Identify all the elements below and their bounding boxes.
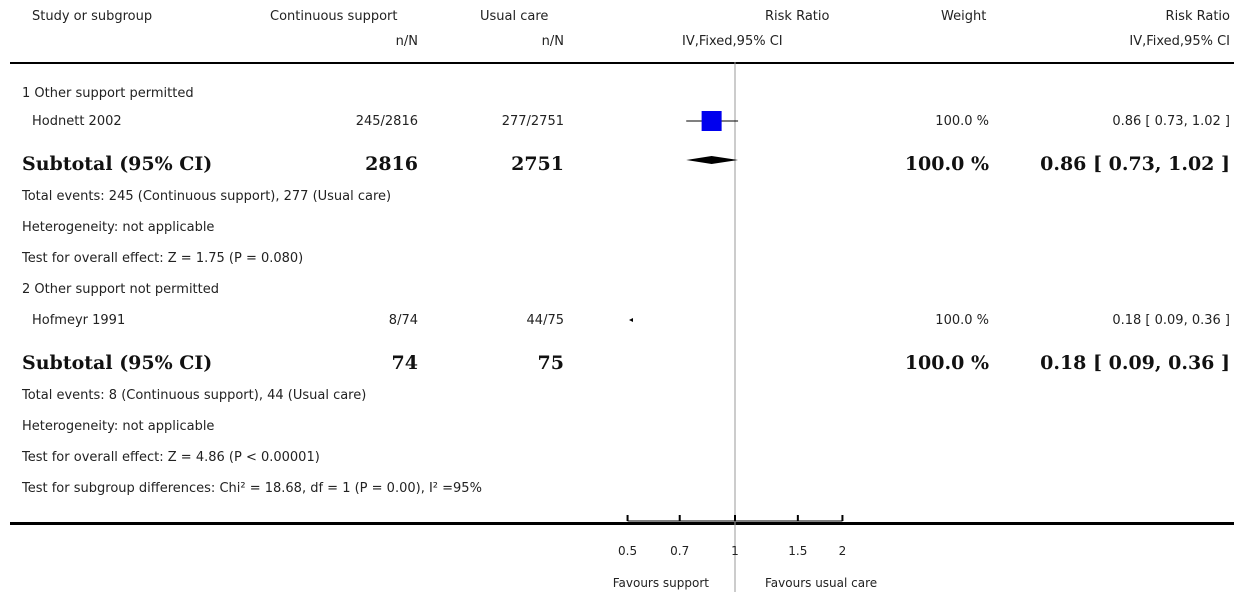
study-hodnett-g1: 245/2816 — [355, 114, 418, 129]
subtotal-2-ci: 0.18 [ 0.09, 0.36 ] — [1040, 352, 1230, 374]
subtotal-1-weight: 100.0 % — [904, 153, 989, 175]
study-hodnett-ci: 0.86 [ 0.73, 1.02 ] — [1112, 114, 1230, 129]
header-g1-nN: n/N — [395, 34, 418, 49]
subgroup-differences-test: Test for subgroup differences: Chi² = 18… — [22, 481, 482, 496]
subgroup-1-note-overall-effect: Test for overall effect: Z = 1.75 (P = 0… — [22, 251, 304, 266]
bottom-rule — [10, 522, 1234, 525]
subtotal-1-ci: 0.86 [ 0.73, 1.02 ] — [1040, 153, 1230, 175]
header-study: Study or subgroup — [32, 9, 153, 24]
subtotal-2-g1: 74 — [391, 352, 418, 374]
header-weight: Weight — [941, 9, 987, 24]
x-axis-tick-label: 2 — [839, 544, 847, 558]
subgroup-2-note-overall-effect: Test for overall effect: Z = 4.86 (P < 0… — [22, 450, 320, 465]
study-hodnett-name: Hodnett 2002 — [32, 114, 122, 129]
subtotal-1-g1: 2816 — [365, 153, 418, 175]
header-usual-care: Usual care — [480, 9, 549, 24]
x-axis-tick-label: 0.7 — [670, 544, 689, 558]
subtotal-1-g2: 2751 — [511, 153, 564, 175]
header-g2-nN: n/N — [541, 34, 564, 49]
subgroup-1-note-events: Total events: 245 (Continuous support), … — [22, 189, 392, 204]
header-rule — [10, 62, 1234, 64]
header-continuous-support: Continuous support — [270, 9, 398, 24]
subgroup-2-note-heterogeneity: Heterogeneity: not applicable — [22, 419, 215, 434]
header-ci-method: IV,Fixed,95% CI — [1129, 34, 1230, 49]
favours-left-label: Favours support — [612, 576, 709, 590]
study-hodnett-weight: 100.0 % — [935, 114, 989, 129]
study-hodnett-g2: 277/2751 — [501, 114, 564, 129]
x-axis-tick-label: 1 — [731, 544, 739, 558]
subgroup-1-label: 1 Other support permitted — [22, 86, 194, 101]
header-risk-ratio-ci: Risk Ratio — [1165, 9, 1230, 24]
subtotal-2-label: Subtotal (95% CI) — [22, 352, 213, 374]
subgroup-1-note-heterogeneity: Heterogeneity: not applicable — [22, 220, 215, 235]
study-hofmeyr-ci: 0.18 [ 0.09, 0.36 ] — [1112, 313, 1230, 328]
study-hofmeyr-g2: 44/75 — [526, 313, 564, 328]
header-plot-method: IV,Fixed,95% CI — [682, 34, 783, 49]
subtotal-2-weight: 100.0 % — [904, 352, 989, 374]
study-offscale-arrow — [629, 318, 633, 322]
study-hofmeyr-g1: 8/74 — [388, 313, 418, 328]
study-hofmeyr-weight: 100.0 % — [935, 313, 989, 328]
subtotal-1-label: Subtotal (95% CI) — [22, 153, 213, 175]
subtotal-2-g2: 75 — [537, 352, 564, 374]
favours-right-label: Favours usual care — [765, 576, 878, 590]
study-effect-square — [701, 111, 722, 131]
x-axis-tick-label: 1.5 — [788, 544, 807, 558]
study-hofmeyr-name: Hofmeyr 1991 — [32, 313, 126, 328]
subgroup-2-label: 2 Other support not permitted — [22, 282, 219, 297]
header-risk-ratio-plot: Risk Ratio — [765, 9, 830, 24]
subgroup-2-note-events: Total events: 8 (Continuous support), 44… — [22, 388, 367, 403]
subtotal-diamond — [686, 156, 739, 164]
x-axis-tick-label: 0.5 — [618, 544, 637, 558]
